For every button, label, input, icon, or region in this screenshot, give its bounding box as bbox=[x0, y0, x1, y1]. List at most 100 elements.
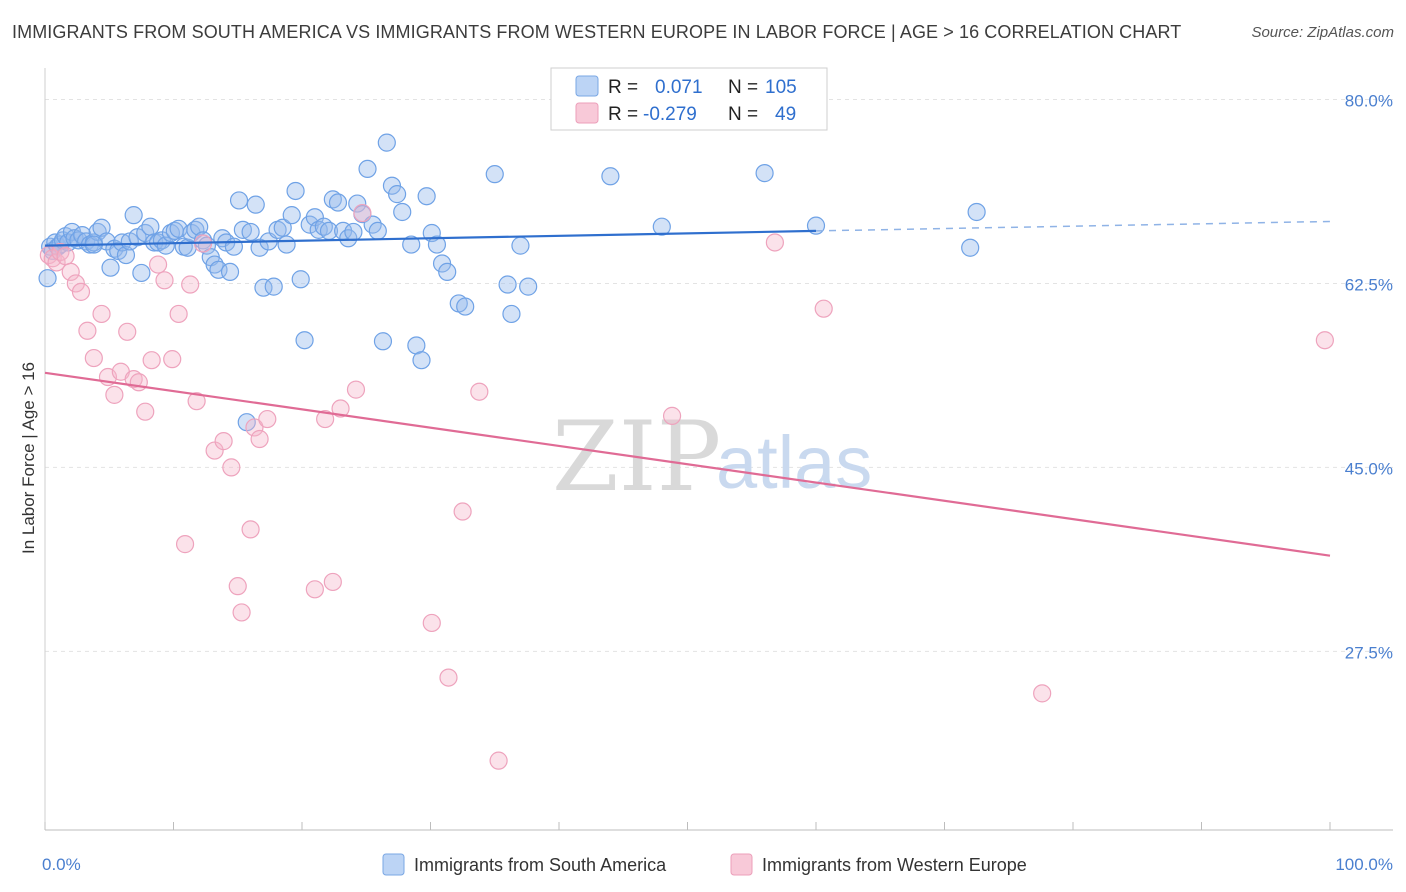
western-europe-point-16 bbox=[129, 373, 148, 392]
south-america-point-90 bbox=[417, 187, 436, 206]
south-america-point-0 bbox=[38, 269, 57, 288]
trend-lines bbox=[44, 220, 1331, 557]
x-tick-label-0: 0.0% bbox=[42, 855, 81, 874]
western-europe-point-43 bbox=[439, 668, 458, 687]
south-america-point-94 bbox=[438, 262, 457, 282]
south-america-point-73 bbox=[328, 193, 348, 212]
western-europe-point-50 bbox=[1033, 684, 1052, 703]
western-europe-point-20 bbox=[155, 271, 174, 290]
western-europe-point-19 bbox=[148, 255, 168, 274]
chart-source: Source: ZipAtlas.com bbox=[1251, 24, 1394, 41]
western-europe-point-8 bbox=[78, 321, 97, 340]
south-america-point-61 bbox=[273, 218, 292, 237]
western-europe-point-14 bbox=[118, 322, 137, 341]
south-america-point-55 bbox=[246, 195, 265, 214]
western-europe-point-35 bbox=[258, 409, 277, 429]
y-tick-label-3: 27.5% bbox=[1345, 643, 1393, 662]
south-america-point-82 bbox=[373, 332, 393, 351]
south-america-point-17 bbox=[92, 218, 111, 237]
western-europe-point-36 bbox=[305, 580, 324, 599]
western-europe-point-2 bbox=[47, 253, 66, 272]
western-europe-point-45 bbox=[470, 382, 489, 401]
chart-title: IMMIGRANTS FROM SOUTH AMERICA VS IMMIGRA… bbox=[12, 22, 1182, 42]
series-legend-swatch-blue bbox=[382, 853, 405, 876]
y-tick-label-0: 80.0% bbox=[1345, 92, 1393, 111]
western-europe-point-17 bbox=[136, 402, 155, 421]
south-america-point-49 bbox=[220, 262, 240, 282]
correlation-legend: R = 0.071 N = 105 R = -0.279 N = 49 bbox=[550, 67, 828, 131]
south-america-point-81 bbox=[368, 221, 387, 241]
south-america-point-27 bbox=[132, 263, 151, 283]
south-america-point-56 bbox=[250, 238, 269, 257]
south-america-point-64 bbox=[286, 181, 305, 201]
series-south-america bbox=[38, 133, 986, 432]
watermark-atlas: atlas bbox=[716, 421, 872, 504]
y-tick-label-2: 45.0% bbox=[1345, 459, 1393, 478]
south-america-point-97 bbox=[456, 297, 475, 316]
trend-line-south-america bbox=[44, 229, 817, 247]
legend-swatch-pink bbox=[575, 102, 599, 124]
western-europe-point-40 bbox=[346, 380, 366, 399]
grid-lines bbox=[45, 99, 1393, 652]
western-europe-point-30 bbox=[228, 577, 247, 596]
legend-r-label-2: R = bbox=[608, 104, 638, 125]
south-america-point-46 bbox=[209, 260, 228, 279]
south-america-point-104 bbox=[755, 164, 774, 183]
western-europe-point-41 bbox=[353, 203, 372, 223]
south-america-point-29 bbox=[141, 217, 160, 236]
y-tick-label-1: 62.5% bbox=[1345, 275, 1393, 294]
legend-n-value-1: 105 bbox=[765, 77, 797, 98]
south-america-point-106 bbox=[961, 238, 980, 257]
axes bbox=[44, 68, 1393, 831]
western-europe-point-39 bbox=[331, 399, 350, 418]
series-legend-label-pink: Immigrants from Western Europe bbox=[762, 855, 1027, 875]
western-europe-point-29 bbox=[222, 458, 241, 477]
x-tick-labels: 0.0% 100.0% bbox=[42, 855, 1393, 874]
western-europe-point-31 bbox=[232, 603, 251, 622]
legend-n-label-2: N = bbox=[728, 104, 758, 125]
western-europe-point-12 bbox=[105, 385, 124, 404]
western-europe-point-44 bbox=[453, 502, 472, 521]
series-legend-label-blue: Immigrants from South America bbox=[414, 855, 667, 875]
south-america-point-76 bbox=[344, 222, 363, 242]
western-europe-point-9 bbox=[84, 348, 103, 368]
south-america-point-89 bbox=[412, 351, 431, 370]
south-america-point-25 bbox=[124, 206, 143, 225]
western-europe-point-49 bbox=[814, 299, 833, 318]
western-europe-point-42 bbox=[422, 613, 441, 633]
south-america-point-65 bbox=[291, 270, 310, 289]
south-america-point-77 bbox=[348, 194, 367, 213]
south-america-point-54 bbox=[241, 222, 260, 242]
western-europe-point-22 bbox=[169, 304, 188, 324]
watermark: ZIP atlas bbox=[552, 401, 872, 513]
y-tick-labels: 80.0% 62.5% 45.0% 27.5% bbox=[1345, 92, 1393, 663]
south-america-point-103 bbox=[652, 217, 671, 236]
western-europe-point-25 bbox=[187, 392, 206, 411]
south-america-point-83 bbox=[377, 133, 396, 152]
western-europe-point-48 bbox=[765, 233, 784, 252]
western-europe-point-21 bbox=[163, 350, 182, 369]
south-america-point-87 bbox=[402, 235, 421, 254]
western-europe-point-47 bbox=[662, 406, 682, 425]
south-america-point-79 bbox=[358, 159, 377, 178]
legend-n-value-2: 49 bbox=[775, 104, 796, 125]
western-europe-point-24 bbox=[181, 275, 200, 294]
south-america-point-23 bbox=[116, 245, 136, 265]
trend-line-south-america-extension bbox=[815, 220, 1331, 232]
western-europe-point-34 bbox=[250, 429, 269, 449]
south-america-point-41 bbox=[190, 217, 209, 236]
y-axis-label: In Labor Force | Age > 16 bbox=[19, 362, 38, 554]
series-western-europe bbox=[39, 203, 1334, 770]
western-europe-point-10 bbox=[92, 304, 111, 324]
western-europe-point-5 bbox=[61, 262, 80, 282]
western-europe-point-18 bbox=[142, 351, 161, 370]
south-america-point-86 bbox=[393, 202, 412, 222]
x-tick-label-1: 100.0% bbox=[1335, 855, 1393, 874]
series-legend-swatch-pink bbox=[730, 853, 753, 876]
south-america-point-98 bbox=[498, 275, 517, 294]
western-europe-point-37 bbox=[316, 409, 335, 429]
south-america-point-92 bbox=[427, 235, 447, 254]
legend-n-label-1: N = bbox=[728, 77, 758, 98]
south-america-point-99 bbox=[502, 304, 521, 324]
south-america-point-102 bbox=[601, 167, 620, 186]
